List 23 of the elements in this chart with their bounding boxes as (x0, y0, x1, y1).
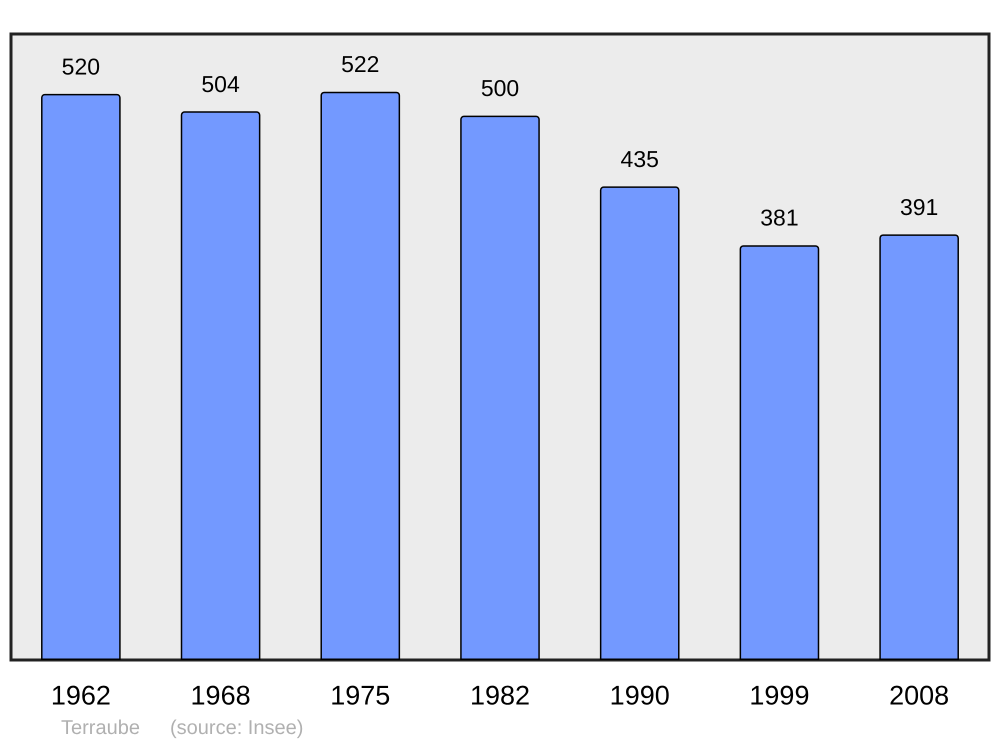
bar (180, 111, 260, 660)
x-tick-label: 2008 (889, 680, 950, 710)
data-label: 500 (480, 75, 520, 102)
x-tick-label: 1962 (50, 680, 111, 710)
bar (460, 116, 540, 660)
data-label: 522 (341, 51, 380, 78)
bar (879, 234, 959, 660)
x-tick-label: 1999 (749, 680, 810, 710)
data-label: 504 (201, 70, 240, 97)
data-label: 520 (62, 53, 100, 80)
x-tick-label: 1968 (190, 680, 251, 710)
x-tick-label: 1975 (330, 680, 390, 710)
bar (41, 94, 121, 660)
data-label: 435 (620, 146, 659, 172)
x-tick-label: 1990 (610, 680, 670, 710)
bar (600, 186, 680, 660)
text: Terraube (61, 717, 140, 739)
bar (740, 245, 820, 660)
text: (source: Insee) (170, 717, 304, 739)
x-tick-label: 1982 (470, 680, 530, 710)
bar (320, 92, 400, 660)
data-label: 381 (760, 204, 799, 231)
data-label: 391 (900, 194, 938, 220)
